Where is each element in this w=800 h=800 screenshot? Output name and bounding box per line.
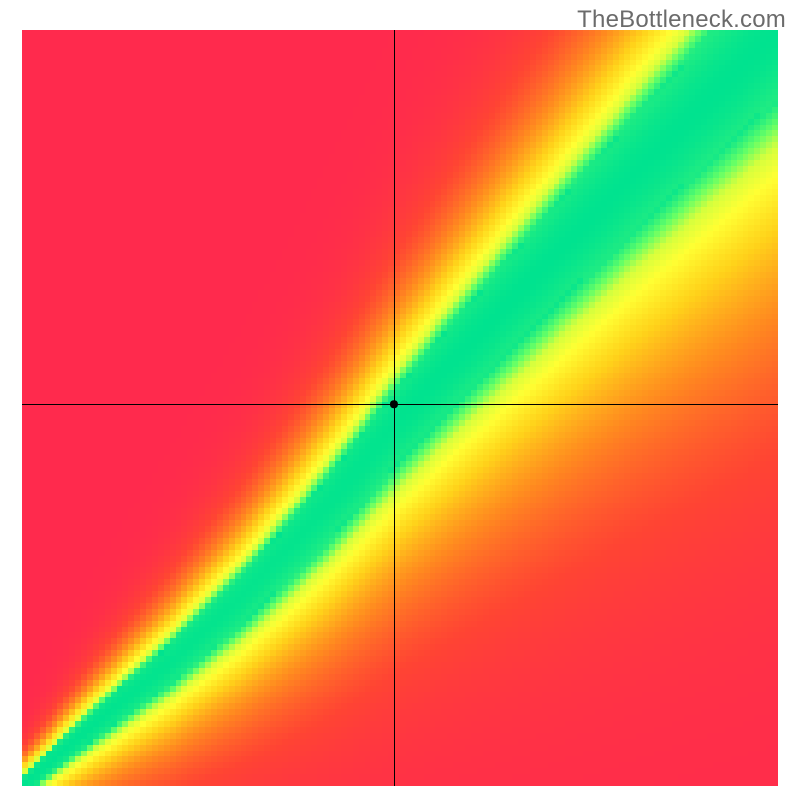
watermark-label: TheBottleneck.com (577, 6, 786, 34)
chart-container: TheBottleneck.com (0, 0, 800, 800)
bottleneck-heatmap (22, 30, 778, 786)
